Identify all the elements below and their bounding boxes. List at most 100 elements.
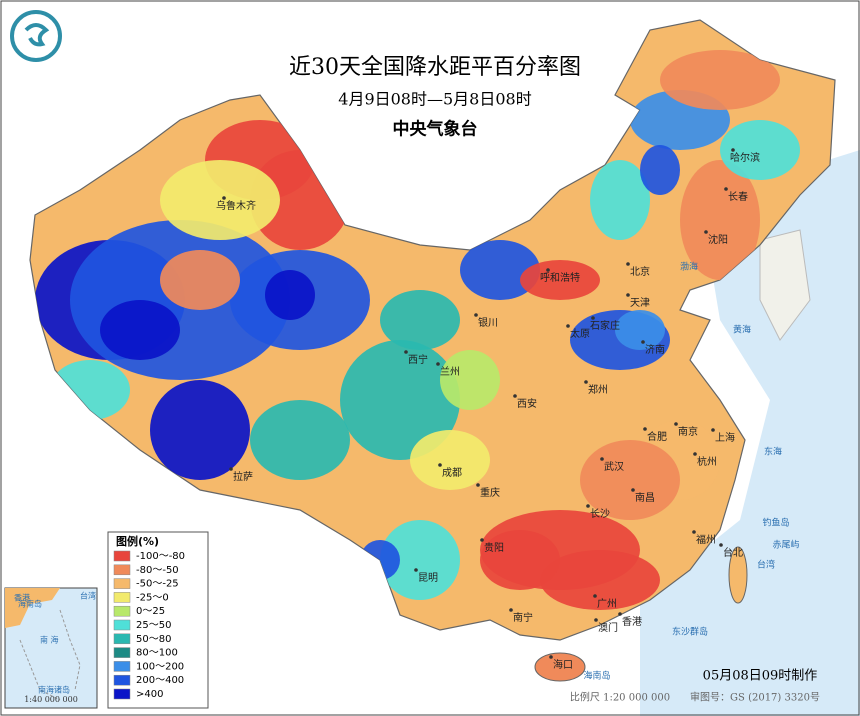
precip-area <box>265 270 315 320</box>
precip-area <box>160 250 240 310</box>
city-dot <box>724 187 728 191</box>
legend-swatch <box>113 688 131 700</box>
inset-label: 南 海 <box>40 635 59 645</box>
city-label: 西安 <box>517 397 537 410</box>
city-dot <box>222 196 226 200</box>
legend-label: >400 <box>136 689 163 700</box>
approval: 审图号：GS (2017) 3320号 <box>690 691 820 704</box>
city-label: 呼和浩特 <box>540 272 580 284</box>
precip-area <box>150 380 250 480</box>
city-label: 天津 <box>630 297 650 309</box>
legend-swatch <box>113 647 131 658</box>
logo <box>10 10 62 62</box>
inset-scale: 1:40 000 000 <box>24 695 78 704</box>
legend: 图例(%) -100～-80 -80～-50 -50～-25 -25～0 0～25 25～… <box>107 531 209 709</box>
hainan <box>534 652 586 682</box>
city-dot <box>626 293 630 297</box>
legend-swatch <box>113 661 131 672</box>
city-dot <box>641 340 645 344</box>
precip-area <box>480 530 560 590</box>
inset-land <box>5 588 60 628</box>
city-dot <box>476 483 480 487</box>
legend-title: 图例(%) <box>116 534 159 548</box>
city-dot <box>414 568 418 572</box>
city-label: 沈阳 <box>708 233 728 246</box>
city-label: 海口 <box>553 658 573 671</box>
legend-swatch <box>113 633 131 645</box>
place-label: 赤尾屿 <box>772 540 799 551</box>
precip-area <box>660 50 780 110</box>
city-label: 武汉 <box>604 460 624 473</box>
city-label: 北京 <box>630 265 650 278</box>
city-label: 太原 <box>570 327 590 340</box>
place-label: 台湾 <box>757 559 775 571</box>
made-time: 05月08日09时制作 <box>703 669 818 684</box>
city-dot <box>591 316 595 320</box>
city-dot <box>546 268 550 272</box>
city-label: 拉萨 <box>233 470 253 483</box>
logo-mark <box>24 23 50 47</box>
precip-area <box>615 310 665 350</box>
city-dot <box>566 324 570 328</box>
city-dot <box>549 655 553 659</box>
precip-area <box>640 145 680 195</box>
city-dot <box>631 488 635 492</box>
city-label: 广州 <box>597 598 617 610</box>
city-label: 哈尔滨 <box>730 151 760 164</box>
city-label: 郑州 <box>588 383 608 396</box>
city-dot <box>594 618 598 622</box>
legend-label: 25～50 <box>136 620 171 631</box>
legend-label: 0～25 <box>136 606 165 617</box>
city-dot <box>704 230 708 234</box>
city-label: 成都 <box>442 467 462 479</box>
precip-area <box>520 260 600 300</box>
legend-swatch <box>113 578 131 589</box>
place-label: 东海 <box>764 446 782 458</box>
city-dot <box>404 350 408 354</box>
precip-area <box>590 160 650 240</box>
city-dot <box>719 543 723 547</box>
city-label: 长春 <box>728 191 748 203</box>
city-dot <box>584 380 588 384</box>
city-dot <box>509 608 513 612</box>
city-label: 南京 <box>678 425 698 438</box>
city-label: 南昌 <box>635 491 655 504</box>
korea <box>759 229 811 341</box>
city-dot <box>513 394 517 398</box>
city-label: 上海 <box>715 431 735 444</box>
city-label: 长沙 <box>590 508 610 520</box>
city-dot <box>436 362 440 366</box>
city-dot <box>711 428 715 432</box>
legend-label: 100～200 <box>136 661 184 672</box>
inset-label: 台湾 <box>80 591 96 601</box>
precip-map <box>29 19 836 682</box>
precip-area <box>540 550 660 610</box>
title: 近30天全国降水距平百分率图 <box>289 55 581 80</box>
city-label: 香港 <box>622 616 642 628</box>
city-label: 昆明 <box>418 572 438 584</box>
city-label: 重庆 <box>480 486 500 499</box>
city-label: 贵阳 <box>484 541 504 554</box>
precip-area <box>580 440 680 520</box>
city-label: 合肥 <box>647 430 667 443</box>
legend-swatch <box>113 674 131 686</box>
taiwan <box>728 546 748 604</box>
city-label: 杭州 <box>697 455 717 468</box>
legend-label: 50～80 <box>136 634 171 645</box>
legend-swatch <box>113 592 131 603</box>
legend-swatch <box>113 550 131 562</box>
city-dot <box>480 538 484 542</box>
city-dot <box>229 467 233 471</box>
place-label: 黄海 <box>733 324 751 336</box>
precip-area <box>160 160 280 240</box>
city-dot <box>692 530 696 534</box>
inset-line <box>19 609 81 701</box>
city-label: 澳门 <box>598 621 618 634</box>
precip-area <box>460 240 540 300</box>
precip-area <box>340 340 460 460</box>
city-dot <box>643 427 647 431</box>
precip-area <box>100 300 180 360</box>
precip-area <box>250 400 350 480</box>
precip-area <box>720 120 800 180</box>
